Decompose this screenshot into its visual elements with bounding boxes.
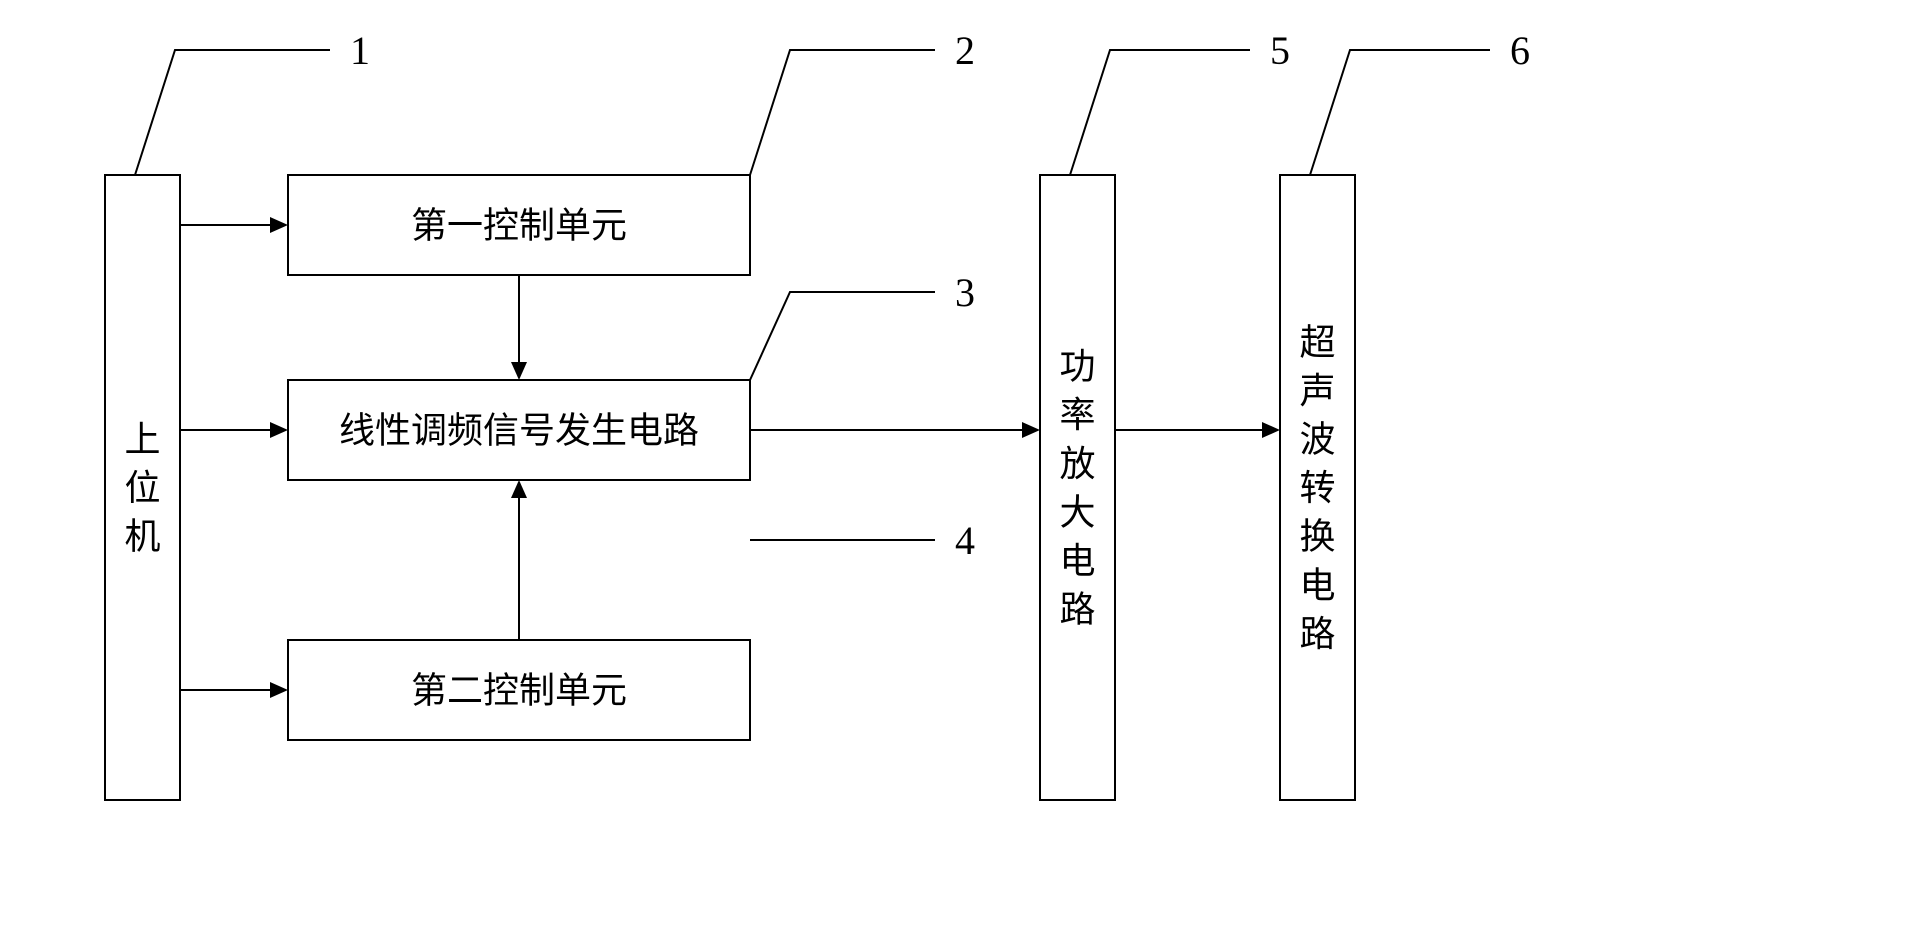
- arrow-ctrl1-to-chirp: [511, 275, 527, 380]
- label-host: 上位机: [124, 420, 160, 557]
- callout-num-ctrl2: 4: [955, 518, 975, 563]
- callout-num-amp: 5: [1270, 28, 1290, 73]
- arrow-ctrl2-to-chirp: [511, 480, 527, 640]
- arrow-amp-to-trans: [1115, 422, 1280, 438]
- callout-line-host: [135, 50, 330, 175]
- callout-line-trans: [1310, 50, 1490, 175]
- callout-num-ctrl1: 2: [955, 28, 975, 73]
- label-chirp: 线性调频信号发生电路: [339, 411, 699, 451]
- label-ctrl2: 第二控制单元: [411, 671, 627, 711]
- label-amp: 功率放大电路: [1059, 347, 1095, 630]
- box-amp: 功率放大电路 5: [1040, 28, 1290, 800]
- box-host: 上位机 1: [105, 28, 370, 800]
- arrow-host-to-chirp: [180, 422, 288, 438]
- box-ctrl2: 第二控制单元 4: [288, 518, 975, 740]
- arrow-chirp-to-amp: [750, 422, 1040, 438]
- box-trans: 超声波转换电路 6: [1280, 28, 1530, 800]
- arrow-host-to-ctrl2: [180, 682, 288, 698]
- callout-line-ctrl1: [750, 50, 935, 175]
- callout-num-chirp: 3: [955, 270, 975, 315]
- callout-num-host: 1: [350, 28, 370, 73]
- box-chirp: 线性调频信号发生电路 3: [288, 270, 975, 480]
- callout-line-chirp: [750, 292, 935, 380]
- box-ctrl1: 第一控制单元 2: [288, 28, 975, 275]
- arrow-host-to-ctrl1: [180, 217, 288, 233]
- callout-line-amp: [1070, 50, 1250, 175]
- label-ctrl1: 第一控制单元: [411, 206, 627, 246]
- callout-num-trans: 6: [1510, 28, 1530, 73]
- label-trans: 超声波转换电路: [1299, 322, 1335, 654]
